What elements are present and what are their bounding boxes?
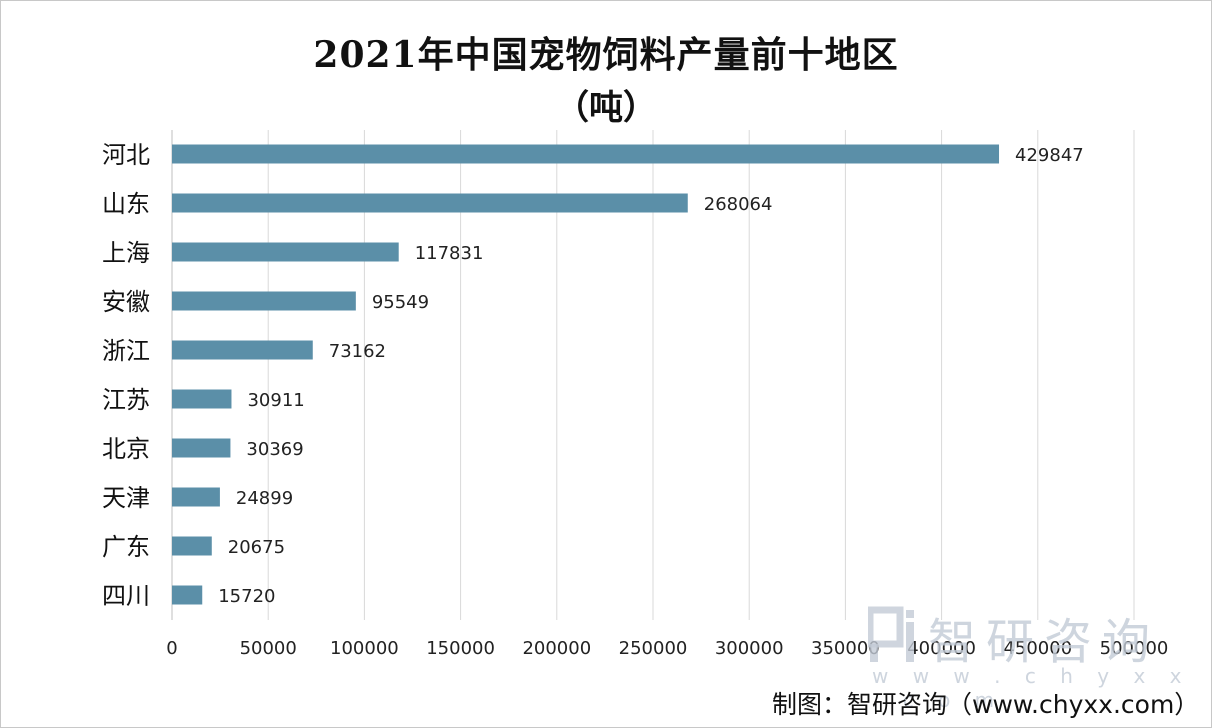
category-label: 江苏 — [102, 386, 150, 414]
category-label: 浙江 — [102, 337, 150, 365]
bar — [172, 193, 688, 213]
x-tick-label: 400000 — [907, 638, 976, 659]
x-tick-label: 0 — [166, 638, 177, 659]
data-label: 24899 — [236, 488, 293, 509]
bar — [172, 487, 220, 507]
watermark-url: w w w . c h y x x . c o m — [872, 664, 1191, 712]
data-label: 30369 — [246, 439, 303, 460]
x-tick-label: 50000 — [240, 638, 297, 659]
data-label: 20675 — [228, 537, 285, 558]
data-label: 30911 — [247, 390, 304, 411]
data-label: 15720 — [218, 586, 275, 607]
data-label: 73162 — [329, 341, 386, 362]
x-tick-label: 100000 — [330, 638, 399, 659]
x-tick-label: 500000 — [1100, 638, 1169, 659]
category-label: 四川 — [102, 582, 150, 610]
bar — [172, 438, 231, 458]
bar — [172, 291, 356, 311]
bar — [172, 536, 212, 556]
chart-title: 2021年中国宠物饲料产量前十地区 — [313, 34, 899, 76]
x-tick-label: 300000 — [715, 638, 784, 659]
category-label: 天津 — [102, 484, 150, 512]
bar — [172, 144, 1000, 164]
x-tick-label: 200000 — [522, 638, 591, 659]
x-tick-label: 450000 — [1003, 638, 1072, 659]
chart-subtitle: （吨） — [555, 88, 657, 128]
bar — [172, 389, 232, 409]
category-label: 河北 — [102, 141, 150, 169]
data-label: 268064 — [704, 194, 773, 215]
watermark-logo-icon — [868, 606, 914, 662]
category-label: 山东 — [102, 190, 150, 218]
data-label: 95549 — [372, 292, 429, 313]
watermark-text: 智研咨询 — [928, 614, 1161, 670]
category-label: 安徽 — [102, 288, 150, 316]
data-label: 429847 — [1015, 145, 1084, 166]
x-tick-label: 250000 — [619, 638, 688, 659]
bar — [172, 340, 313, 360]
category-label: 上海 — [102, 239, 150, 267]
category-label: 广东 — [102, 533, 150, 561]
category-label: 北京 — [102, 435, 150, 463]
x-tick-label: 150000 — [426, 638, 495, 659]
labels: 0 50000 100000 150000 200000 250000 300000 3500… — [102, 141, 1168, 659]
bar — [172, 242, 399, 262]
x-tick-label: 350000 — [811, 638, 880, 659]
data-label: 117831 — [415, 243, 484, 264]
bar — [172, 585, 203, 605]
source-credit: 制图：智研咨询（www.chyxx.com） — [772, 690, 1200, 719]
bars — [172, 144, 1000, 605]
